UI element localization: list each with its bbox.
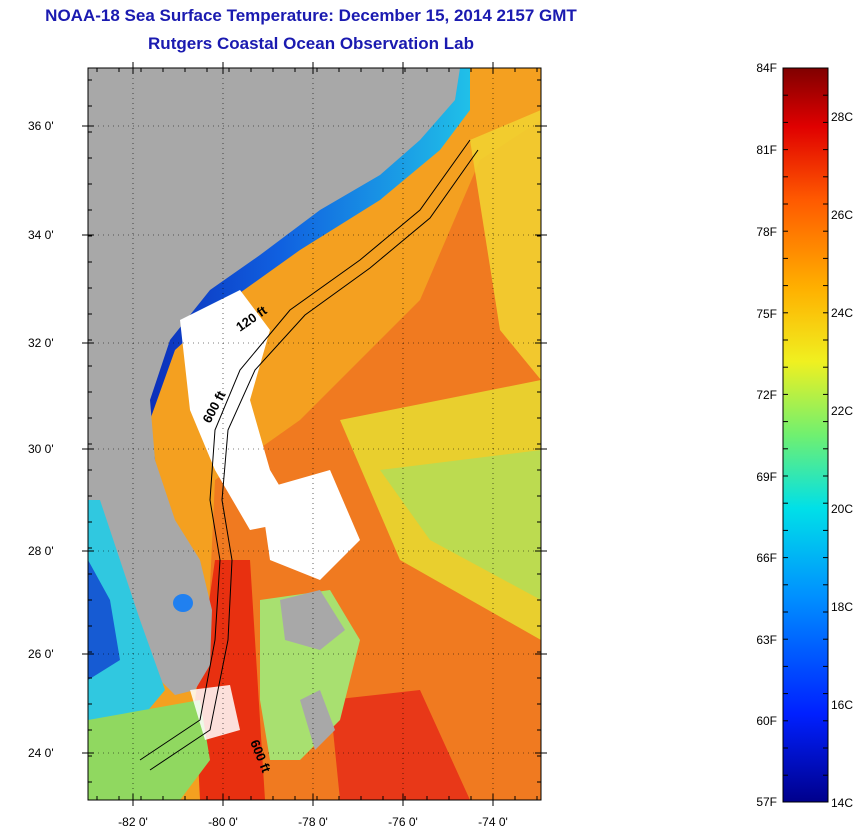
- colorbar-c-label: 16C: [831, 698, 853, 712]
- cloud-region-3: [190, 685, 240, 740]
- gulf-coast-water: [88, 500, 165, 730]
- colorbar-c-label: 26C: [831, 208, 853, 222]
- south-warm-region: [330, 690, 470, 800]
- map-subtitle: Rutgers Coastal Ocean Observation Lab: [148, 34, 474, 53]
- lon-label: -78 0': [298, 815, 328, 829]
- lat-label: 26 0': [28, 647, 54, 661]
- map-frame: [87, 67, 542, 801]
- colorbar-c-label: 18C: [831, 600, 853, 614]
- colorbar-f-label: 66F: [756, 551, 777, 565]
- colorbar-f-label: 69F: [756, 470, 777, 484]
- colorbar-c-label: 22C: [831, 404, 853, 418]
- cloud-region: [180, 290, 300, 530]
- florida-current-region: [195, 560, 265, 800]
- colorbar-f-label: 81F: [756, 143, 777, 157]
- lon-label: -80 0': [208, 815, 238, 829]
- lat-label: 32 0': [28, 336, 54, 350]
- colorbar-f-label: 57F: [756, 795, 777, 809]
- cloud-region-2: [260, 470, 360, 580]
- colorbar-c-label: 24C: [831, 306, 853, 320]
- lake-okeechobee: [173, 594, 193, 612]
- lat-label: 24 0': [28, 746, 54, 760]
- lon-label: -76 0': [388, 815, 418, 829]
- colorbar-c-label: 20C: [831, 502, 853, 516]
- map-title: NOAA-18 Sea Surface Temperature: Decembe…: [45, 6, 577, 25]
- andros-land: [300, 690, 335, 750]
- colorbar-f-label: 78F: [756, 225, 777, 239]
- colorbar-f-label: 72F: [756, 388, 777, 402]
- axis-ticks: [82, 62, 547, 806]
- isobath-600ft: [149, 149, 479, 771]
- land-region: [88, 68, 460, 695]
- offshore-green-region: [380, 450, 541, 600]
- lat-label: 30 0': [28, 442, 54, 456]
- grid-lines: [88, 68, 541, 800]
- colorbar-f-label: 63F: [756, 633, 777, 647]
- lat-label: 36 0': [28, 119, 54, 133]
- lon-label: -82 0': [118, 815, 148, 829]
- colorbar-f-label: 84F: [756, 61, 777, 75]
- colorbar-c-label: 28C: [831, 110, 853, 124]
- florida-keys-water: [88, 700, 210, 800]
- bahamas-land: [280, 590, 345, 650]
- colorbar-ticks: [783, 67, 828, 776]
- gulf-cold-water: [88, 560, 120, 680]
- lat-label: 34 0': [28, 228, 54, 242]
- colorbar-f-label: 75F: [756, 307, 777, 321]
- colorbar: [782, 67, 829, 803]
- isobath-120ft: [139, 139, 471, 761]
- east-water-region: [470, 110, 541, 380]
- colorbar-c-label: 14C: [831, 796, 853, 810]
- lat-label: 28 0': [28, 544, 54, 558]
- colorbar-f-label: 60F: [756, 714, 777, 728]
- lon-label: -74 0': [478, 815, 508, 829]
